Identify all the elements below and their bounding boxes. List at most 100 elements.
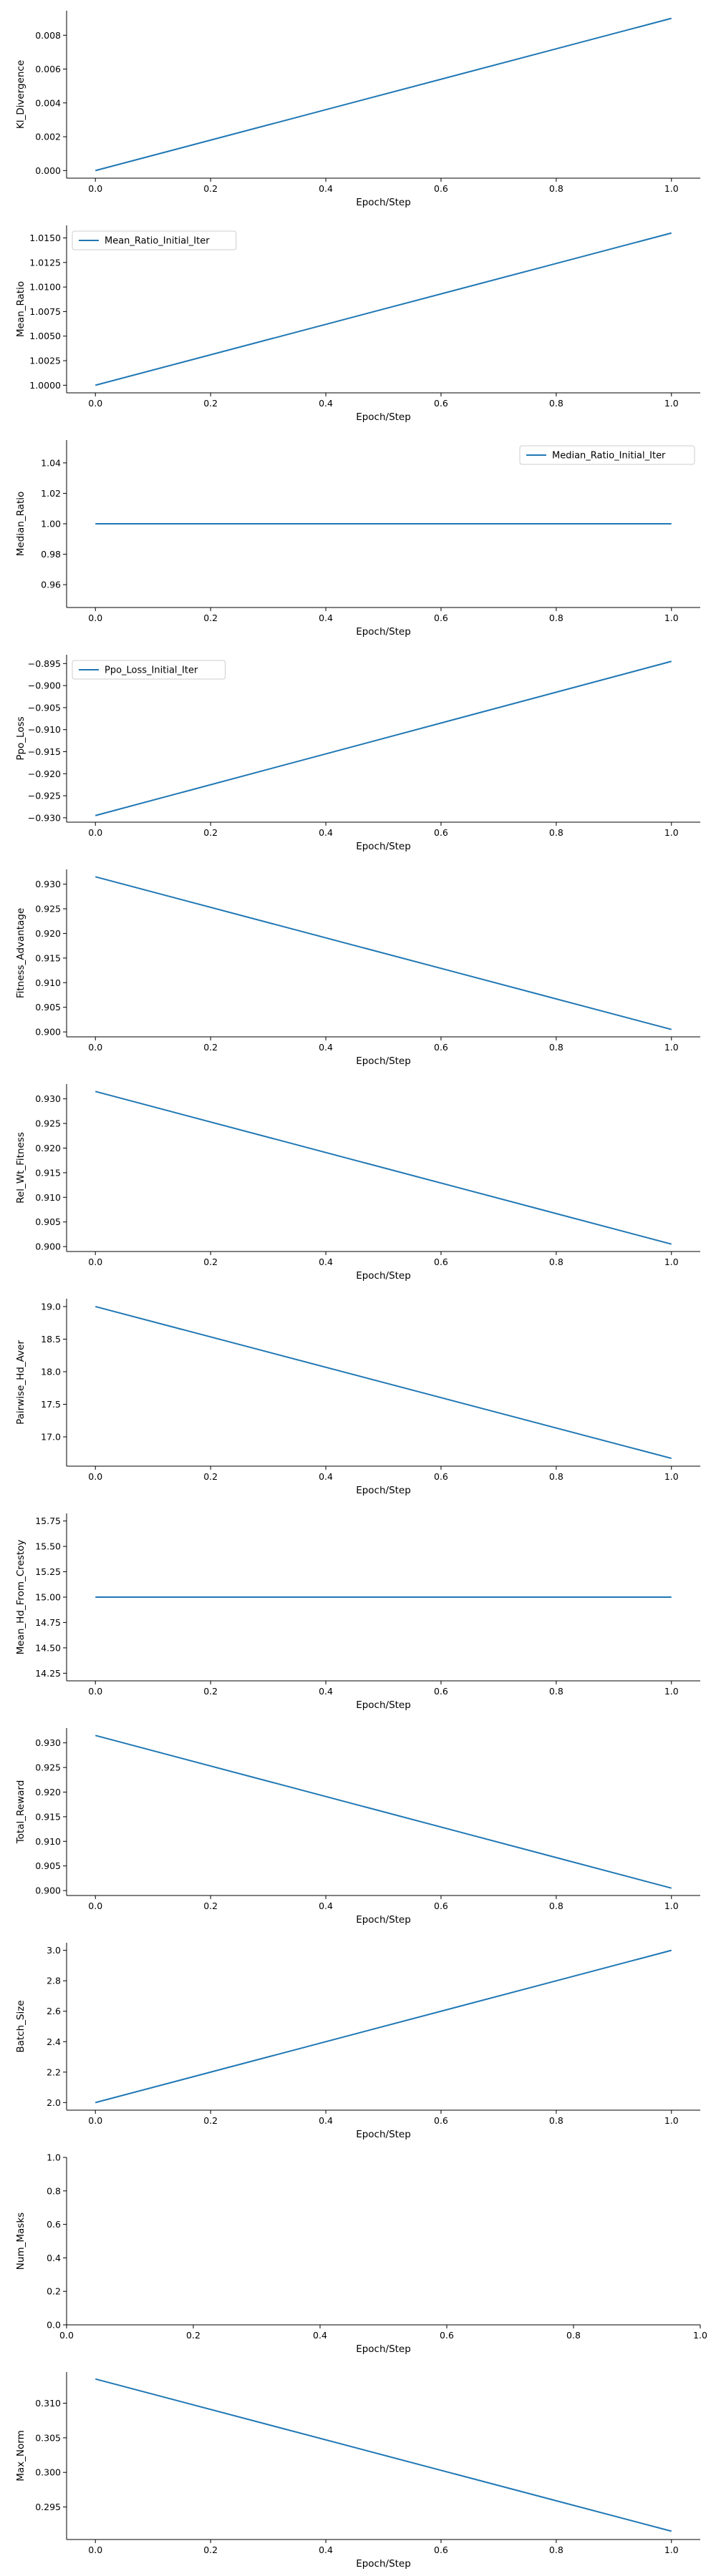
y-axis-label: Rel_Wt_Fitness — [15, 1132, 26, 1204]
y-tick-label: 1.0150 — [29, 233, 61, 243]
x-axis-label: Epoch/Step — [356, 1270, 411, 1282]
y-tick-label: 0.0 — [47, 2320, 61, 2331]
y-tick-label: 15.25 — [35, 1566, 61, 1577]
subplot-5: 0.0 0.2 0.4 0.6 0.8 1.0 0.900 0.905 0.910 0.915 0.… — [15, 869, 700, 1067]
y-tick-label: 0.925 — [35, 1762, 61, 1773]
x-tick-label: 0.4 — [319, 183, 333, 194]
y-tick-label: 1.0125 — [29, 257, 61, 268]
y-tick-label: −0.925 — [28, 791, 61, 801]
x-axis-label: Epoch/Step — [356, 841, 411, 852]
y-tick-label: −0.910 — [28, 724, 61, 735]
y-tick-label: 17.0 — [41, 1432, 61, 1443]
subplot-11: 0.0 0.2 0.4 0.6 0.8 1.0 0.0 0.2 0.4 0.6 0.8 1.0 Epoc… — [15, 2152, 707, 2356]
x-tick-label: 1.0 — [664, 1901, 679, 1911]
y-tick-label: 0.925 — [35, 904, 61, 914]
x-axis-label: Epoch/Step — [356, 2558, 411, 2570]
x-tick-label: 0.6 — [434, 1471, 448, 1482]
x-tick-label: 0.8 — [549, 398, 563, 409]
x-tick-label: 0.0 — [88, 398, 102, 409]
x-tick-label: 0.6 — [434, 613, 448, 623]
x-tick-label: 0.8 — [549, 1901, 563, 1911]
y-tick-label: −0.905 — [28, 702, 61, 713]
x-tick-label: 0.6 — [434, 1901, 448, 1911]
x-tick-label: 1.0 — [664, 398, 679, 409]
series-line — [95, 232, 672, 386]
x-tick-label: 1.0 — [664, 1257, 679, 1267]
y-tick-label: 15.50 — [35, 1541, 61, 1552]
y-tick-label: 0.96 — [41, 580, 61, 590]
x-tick-label: 0.2 — [203, 1257, 218, 1267]
y-tick-label: 1.0 — [47, 2152, 61, 2163]
y-tick-label: 0.930 — [35, 879, 61, 889]
x-axis-label: Epoch/Step — [356, 1485, 411, 1496]
y-tick-label: 2.8 — [47, 1976, 61, 1986]
y-tick-label: 2.2 — [47, 2067, 61, 2077]
x-tick-label: 0.8 — [566, 2330, 581, 2341]
x-tick-label: 0.6 — [434, 2545, 448, 2555]
series-line — [95, 1949, 672, 2104]
y-axis-label: Batch_Size — [15, 2000, 26, 2052]
legend-label: Median_Ratio_Initial_Iter — [552, 451, 666, 462]
y-tick-label: 1.00 — [41, 519, 61, 530]
y-tick-label: 1.0100 — [29, 282, 61, 293]
y-tick-label: 14.50 — [35, 1642, 61, 1653]
x-axis-label: Epoch/Step — [356, 411, 411, 423]
legend-frame — [519, 445, 695, 465]
x-tick-label: 0.2 — [203, 613, 218, 623]
y-tick-label: −0.920 — [28, 769, 61, 779]
x-tick-label: 0.0 — [88, 183, 102, 194]
x-tick-label: 0.0 — [88, 1257, 102, 1267]
y-tick-label: 0.2 — [47, 2286, 61, 2297]
y-tick-label: 19.0 — [41, 1301, 61, 1312]
x-tick-label: 1.0 — [664, 1471, 679, 1482]
y-tick-label: 1.0075 — [29, 306, 61, 317]
y-tick-label: 1.0025 — [29, 356, 61, 366]
x-tick-label: 0.8 — [549, 1257, 563, 1267]
y-axis-label: Mean_Hd_From_Crestoy — [15, 1540, 26, 1655]
x-tick-label: 0.0 — [59, 2330, 74, 2341]
x-tick-label: 0.6 — [434, 1042, 448, 1053]
y-tick-label: 0.004 — [35, 97, 61, 108]
x-tick-label: 0.4 — [319, 398, 333, 409]
y-tick-label: 0.4 — [47, 2253, 61, 2263]
y-tick-label: 0.008 — [35, 30, 61, 41]
x-axis-label: Epoch/Step — [356, 626, 411, 638]
x-tick-label: 1.0 — [664, 613, 679, 623]
subplot-4: 0.0 0.2 0.4 0.6 0.8 1.0 −0.930 −0.925 −0.920 −0.9… — [15, 655, 700, 852]
y-tick-label: 1.0000 — [29, 380, 61, 391]
x-tick-label: 0.0 — [88, 1471, 102, 1482]
legend-label: Mean_Ratio_Initial_Iter — [105, 236, 210, 247]
y-tick-label: −0.900 — [28, 680, 61, 691]
x-tick-label: 0.4 — [319, 827, 333, 838]
x-tick-label: 0.2 — [203, 827, 218, 838]
x-tick-label: 0.8 — [549, 1686, 563, 1697]
subplot-2: 0.0 0.2 0.4 0.6 0.8 1.0 1.0000 1.0025 1.0050 1.00… — [15, 225, 700, 423]
x-tick-label: 0.6 — [434, 1257, 448, 1267]
x-tick-label: 0.6 — [434, 183, 448, 194]
y-tick-label: 0.905 — [35, 1216, 61, 1227]
x-tick-label: 0.2 — [203, 398, 218, 409]
y-tick-label: 0.920 — [35, 1143, 61, 1153]
x-tick-label: 0.0 — [88, 2545, 102, 2555]
x-tick-label: 1.0 — [664, 2115, 679, 2126]
subplot-3: 0.0 0.2 0.4 0.6 0.8 1.0 0.96 0.98 1.00 1.02 1.04 Ep… — [15, 440, 700, 638]
x-tick-label: 0.4 — [313, 2330, 327, 2341]
x-tick-label: 0.6 — [434, 2115, 448, 2126]
x-tick-label: 1.0 — [664, 2545, 679, 2555]
y-tick-label: 1.0050 — [29, 331, 61, 341]
x-tick-label: 0.8 — [549, 1471, 563, 1482]
series-line — [95, 1091, 672, 1245]
subplot-6: 0.0 0.2 0.4 0.6 0.8 1.0 0.900 0.905 0.910 0.915 0.… — [15, 1084, 700, 1282]
y-tick-label: 0.000 — [35, 165, 61, 176]
y-axis-label: Max_Norm — [15, 2430, 26, 2481]
x-tick-label: 0.8 — [549, 183, 563, 194]
y-tick-label: 15.00 — [35, 1592, 61, 1603]
y-tick-label: 2.6 — [47, 2006, 61, 2016]
y-tick-label: 2.4 — [47, 2036, 61, 2047]
x-tick-label: 0.2 — [203, 2545, 218, 2555]
x-tick-label: 0.0 — [88, 1042, 102, 1053]
x-tick-label: 0.0 — [88, 1901, 102, 1911]
y-axis-label: Total_Reward — [15, 1780, 26, 1845]
series-line — [95, 1735, 672, 1889]
y-tick-label: 0.6 — [47, 2219, 61, 2230]
